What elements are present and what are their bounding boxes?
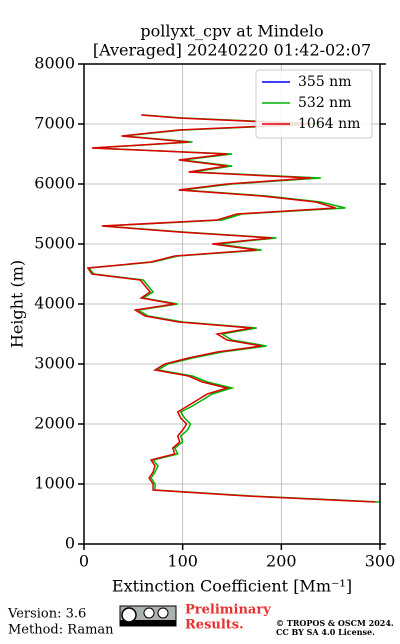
preliminary: Results.: [185, 618, 244, 633]
method: Method: Raman: [8, 623, 114, 638]
y-tick-label: 2000: [34, 414, 75, 433]
copyright: © TROPOS & OSCM 2024.: [276, 618, 394, 628]
x-axis-label: Extinction Coefficient [Mm⁻¹]: [112, 577, 352, 596]
legend-label: 532 nm: [298, 95, 351, 111]
preliminary: Preliminary: [185, 603, 271, 618]
x-tick-label: 0: [79, 552, 89, 571]
y-tick-label: 5000: [34, 234, 75, 253]
axes-frame: [83, 63, 381, 545]
x-tick-label: 100: [167, 552, 198, 571]
copyright: CC BY SA 4.0 License.: [276, 627, 375, 637]
profile-line: [87, 114, 381, 503]
chart-title: pollyxt_cpv at Mindelo: [140, 22, 323, 41]
chart-subtitle: [Averaged] 20240220 01:42-02:07: [93, 41, 371, 60]
y-tick-label: 1000: [34, 474, 75, 493]
legend-label: 1064 nm: [298, 116, 360, 132]
cc-logo: [119, 605, 177, 627]
y-tick-label: 7000: [34, 114, 75, 133]
profile-line: [86, 114, 376, 503]
y-tick-label: 3000: [34, 354, 75, 373]
y-axis-label: Height (m): [8, 260, 27, 348]
legend-box: [255, 69, 373, 139]
y-tick-label: 6000: [34, 174, 75, 193]
version: Version: 3.6: [7, 607, 86, 622]
x-tick-label: 300: [365, 552, 396, 571]
x-tick-label: 200: [266, 552, 297, 571]
y-tick-label: 4000: [34, 294, 75, 313]
legend-label: 355 nm: [298, 74, 351, 90]
y-tick-label: 0: [65, 534, 75, 553]
y-tick-label: 8000: [34, 54, 75, 73]
